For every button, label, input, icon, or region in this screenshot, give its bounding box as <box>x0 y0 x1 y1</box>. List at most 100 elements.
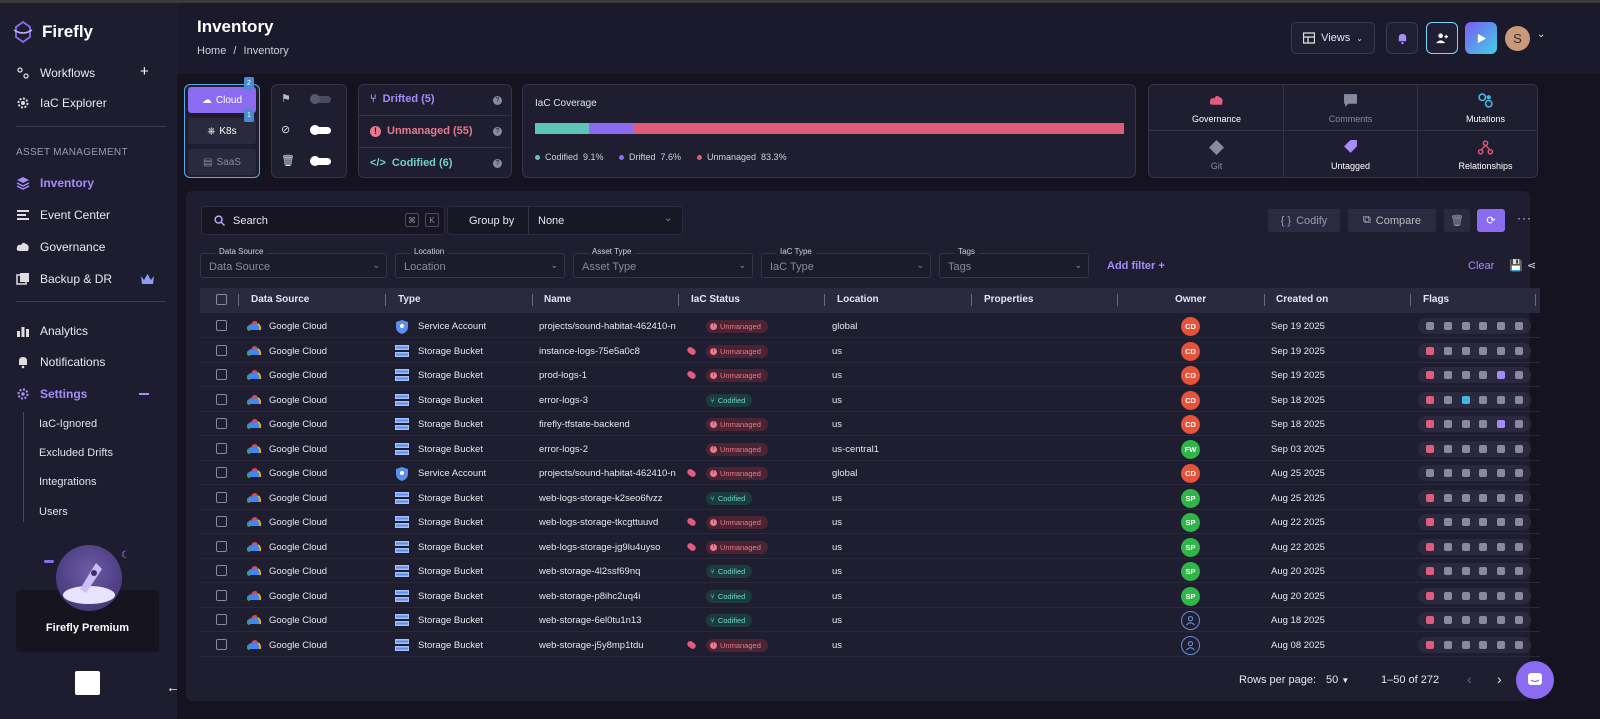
row-checkbox[interactable] <box>216 467 227 478</box>
filter-data-source[interactable]: Data Source Data Source ⌄ <box>200 247 387 278</box>
column-header-type[interactable]: Type <box>398 294 421 305</box>
relationships-flag-icon[interactable] <box>1515 371 1524 379</box>
insight-git[interactable]: Git <box>1149 140 1284 171</box>
coverage-segment-codified[interactable] <box>535 123 589 134</box>
sidebar-item-workflows[interactable]: Workflows <box>16 66 95 80</box>
compare-button[interactable]: ⧉ Compare <box>1348 209 1436 232</box>
codify-button[interactable]: { } Codify <box>1268 209 1340 232</box>
save-icon[interactable]: 💾 <box>1509 260 1523 272</box>
views-dropdown[interactable]: Views ⌄ <box>1291 22 1375 54</box>
table-row[interactable] <box>200 461 1540 485</box>
sidebar-item-analytics[interactable]: Analytics <box>16 324 88 338</box>
governance-flag-icon[interactable] <box>1425 346 1434 355</box>
column-header-location[interactable]: Location <box>837 294 879 305</box>
git-flag-icon[interactable] <box>1443 567 1452 575</box>
row-checkbox[interactable] <box>216 418 227 429</box>
breadcrumb-home[interactable]: Home <box>197 45 227 57</box>
table-row[interactable] <box>200 437 1540 461</box>
table-row[interactable] <box>200 510 1540 534</box>
name-cell[interactable]: firefly-tfstate-backend <box>539 419 630 430</box>
chevron-down-icon[interactable]: ⌄ <box>1537 29 1546 40</box>
governance-flag-icon[interactable] <box>1425 322 1434 330</box>
git-flag-icon[interactable] <box>1443 591 1452 600</box>
owner-avatar[interactable]: CD <box>1181 415 1200 434</box>
comments-flag-icon[interactable] <box>1479 493 1488 502</box>
prev-page-icon[interactable]: ‹ <box>1467 671 1472 687</box>
relationships-flag-icon[interactable] <box>1515 420 1524 428</box>
name-cell[interactable]: web-storage-4l2ssf69nq <box>539 566 641 577</box>
git-flag-icon[interactable] <box>1443 616 1452 624</box>
untagged-flag-icon[interactable] <box>1497 469 1506 477</box>
owner-avatar[interactable]: SP <box>1181 586 1200 606</box>
comments-flag-icon[interactable] <box>1479 591 1488 600</box>
drifted-filter[interactable]: ⑂ Drifted (5) <box>370 93 435 105</box>
sidebar-item-backup-dr[interactable]: Backup & DR <box>16 272 112 286</box>
name-cell[interactable]: web-storage-j5y8mp1tdu <box>539 639 644 651</box>
filter-tags[interactable]: Tags Tags ⌄ <box>939 247 1089 278</box>
governance-flag-icon[interactable] <box>1425 469 1434 477</box>
clear-filters-button[interactable]: Clear <box>1468 260 1495 272</box>
untagged-flag-icon[interactable] <box>1497 640 1506 649</box>
provider-pill-saas[interactable]: ▤ SaaS <box>188 149 256 175</box>
collapse-sidebar-icon[interactable]: ← <box>166 679 180 695</box>
relationships-flag-icon[interactable] <box>1515 640 1524 649</box>
sidebar-subitem-excluded-drifts[interactable]: Excluded Drifts <box>39 447 113 459</box>
name-cell[interactable]: web-logs-storage-tkcgttuuvd <box>539 517 659 528</box>
table-row[interactable] <box>200 584 1540 608</box>
collapse-minus-icon[interactable] <box>139 393 149 395</box>
mutations-flag-icon[interactable] <box>1461 469 1470 477</box>
row-checkbox[interactable] <box>216 442 227 454</box>
mutations-flag-icon[interactable] <box>1461 542 1470 551</box>
play-button[interactable] <box>1465 22 1497 54</box>
share-icon[interactable]: ⋖ <box>1527 260 1537 272</box>
sidebar-subitem-users[interactable]: Users <box>39 506 68 518</box>
row-checkbox[interactable] <box>216 393 227 405</box>
relationships-flag-icon[interactable] <box>1515 518 1524 526</box>
sidebar-subitem-iac-ignored[interactable]: IaC-Ignored <box>39 418 98 430</box>
governance-flag-icon[interactable] <box>1425 567 1434 575</box>
table-row[interactable] <box>200 559 1540 583</box>
insight-untagged[interactable]: Untagged <box>1283 140 1418 171</box>
user-icon[interactable] <box>1181 635 1200 655</box>
name-cell[interactable]: projects/sound-habitat-462410-n <box>539 321 676 332</box>
add-user-button[interactable] <box>1426 22 1458 54</box>
name-cell[interactable]: web-storage-p8ihc2uq4i <box>539 590 641 602</box>
governance-flag-icon[interactable] <box>1425 371 1434 379</box>
owner-avatar[interactable]: CD <box>1181 366 1200 385</box>
flag-toggle[interactable] <box>310 94 331 104</box>
governance-flag-icon[interactable] <box>1425 640 1434 649</box>
relationships-flag-icon[interactable] <box>1515 542 1524 551</box>
sidebar-item-governance[interactable]: Governance <box>16 240 105 254</box>
notifications-button[interactable] <box>1386 22 1418 54</box>
comments-flag-icon[interactable] <box>1479 420 1488 428</box>
row-checkbox[interactable] <box>216 491 227 503</box>
row-checkbox[interactable] <box>216 638 227 650</box>
row-checkbox[interactable] <box>216 344 227 356</box>
comments-flag-icon[interactable] <box>1479 322 1488 330</box>
governance-flag-icon[interactable] <box>1425 591 1434 600</box>
git-flag-icon[interactable] <box>1443 371 1452 379</box>
provider-pill-k8s[interactable]: ⎈ K8s <box>188 118 256 144</box>
mutations-flag-icon[interactable] <box>1461 371 1470 379</box>
refresh-button[interactable]: ⟳ <box>1477 209 1505 232</box>
column-header-data-source[interactable]: Data Source <box>251 294 310 305</box>
mutations-flag-icon[interactable] <box>1461 640 1470 649</box>
relationships-flag-icon[interactable] <box>1515 591 1524 600</box>
untagged-flag-icon[interactable] <box>1497 493 1506 502</box>
help-icon[interactable]: ? <box>493 127 502 136</box>
sidebar-item-settings[interactable]: Settings <box>16 387 87 401</box>
provider-pill-cloud[interactable]: ☁ Cloud <box>188 87 256 113</box>
column-header-name[interactable]: Name <box>544 294 572 305</box>
chat-button[interactable] <box>1516 661 1554 699</box>
name-cell[interactable]: error-logs-2 <box>539 443 589 455</box>
table-row[interactable] <box>200 608 1540 632</box>
comments-flag-icon[interactable] <box>1479 444 1488 453</box>
relationships-flag-icon[interactable] <box>1515 493 1524 502</box>
owner-avatar[interactable]: CD <box>1181 317 1200 336</box>
name-cell[interactable]: projects/sound-habitat-462410-n <box>539 468 676 479</box>
app-logo[interactable]: Firefly <box>10 19 93 45</box>
add-filter-button[interactable]: Add filter + <box>1107 260 1165 272</box>
governance-flag-icon[interactable] <box>1425 444 1434 453</box>
mutations-flag-icon[interactable] <box>1461 420 1470 428</box>
sidebar-item-notifications[interactable]: Notifications <box>16 355 105 369</box>
